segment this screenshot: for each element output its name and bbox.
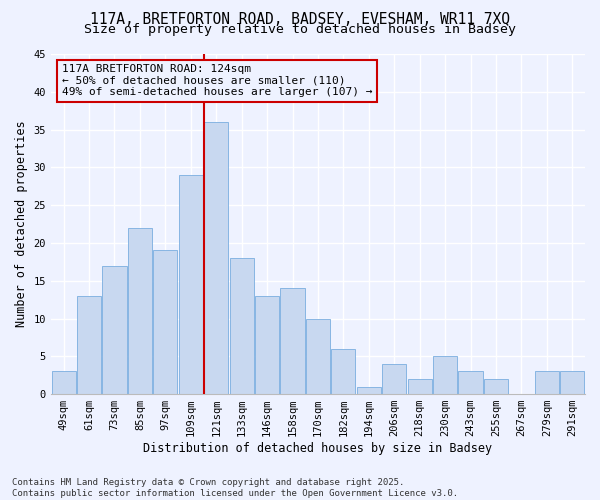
Bar bbox=[382, 364, 406, 394]
Bar bbox=[179, 175, 203, 394]
Bar bbox=[52, 372, 76, 394]
Bar bbox=[407, 379, 432, 394]
X-axis label: Distribution of detached houses by size in Badsey: Distribution of detached houses by size … bbox=[143, 442, 493, 455]
Bar bbox=[484, 379, 508, 394]
Text: 117A BRETFORTON ROAD: 124sqm
← 50% of detached houses are smaller (110)
49% of s: 117A BRETFORTON ROAD: 124sqm ← 50% of de… bbox=[62, 64, 372, 98]
Bar bbox=[128, 228, 152, 394]
Text: Contains HM Land Registry data © Crown copyright and database right 2025.
Contai: Contains HM Land Registry data © Crown c… bbox=[12, 478, 458, 498]
Bar bbox=[153, 250, 178, 394]
Text: Size of property relative to detached houses in Badsey: Size of property relative to detached ho… bbox=[84, 22, 516, 36]
Bar bbox=[331, 348, 355, 394]
Y-axis label: Number of detached properties: Number of detached properties bbox=[15, 120, 28, 328]
Bar bbox=[357, 386, 381, 394]
Bar bbox=[560, 372, 584, 394]
Bar bbox=[306, 318, 330, 394]
Bar bbox=[255, 296, 279, 394]
Bar bbox=[458, 372, 482, 394]
Bar bbox=[103, 266, 127, 394]
Bar bbox=[280, 288, 305, 394]
Bar bbox=[204, 122, 229, 394]
Bar bbox=[230, 258, 254, 394]
Bar bbox=[535, 372, 559, 394]
Bar bbox=[77, 296, 101, 394]
Text: 117A, BRETFORTON ROAD, BADSEY, EVESHAM, WR11 7XQ: 117A, BRETFORTON ROAD, BADSEY, EVESHAM, … bbox=[90, 12, 510, 28]
Bar bbox=[433, 356, 457, 394]
